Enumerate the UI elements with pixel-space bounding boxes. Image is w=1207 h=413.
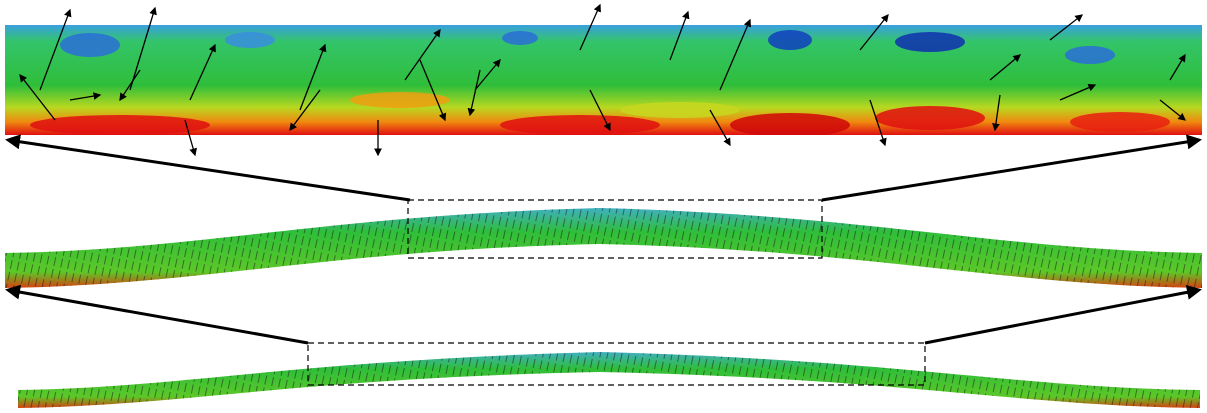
- zoom-lines-2: [5, 284, 1202, 345]
- vector-arrows: [19, 3, 1187, 157]
- middle-panel: [5, 199, 1202, 288]
- bottom-panel: [18, 342, 1200, 408]
- zoom-lines-1: [5, 134, 1202, 202]
- top-panel: [5, 3, 1202, 157]
- zoom-box: [407, 199, 823, 259]
